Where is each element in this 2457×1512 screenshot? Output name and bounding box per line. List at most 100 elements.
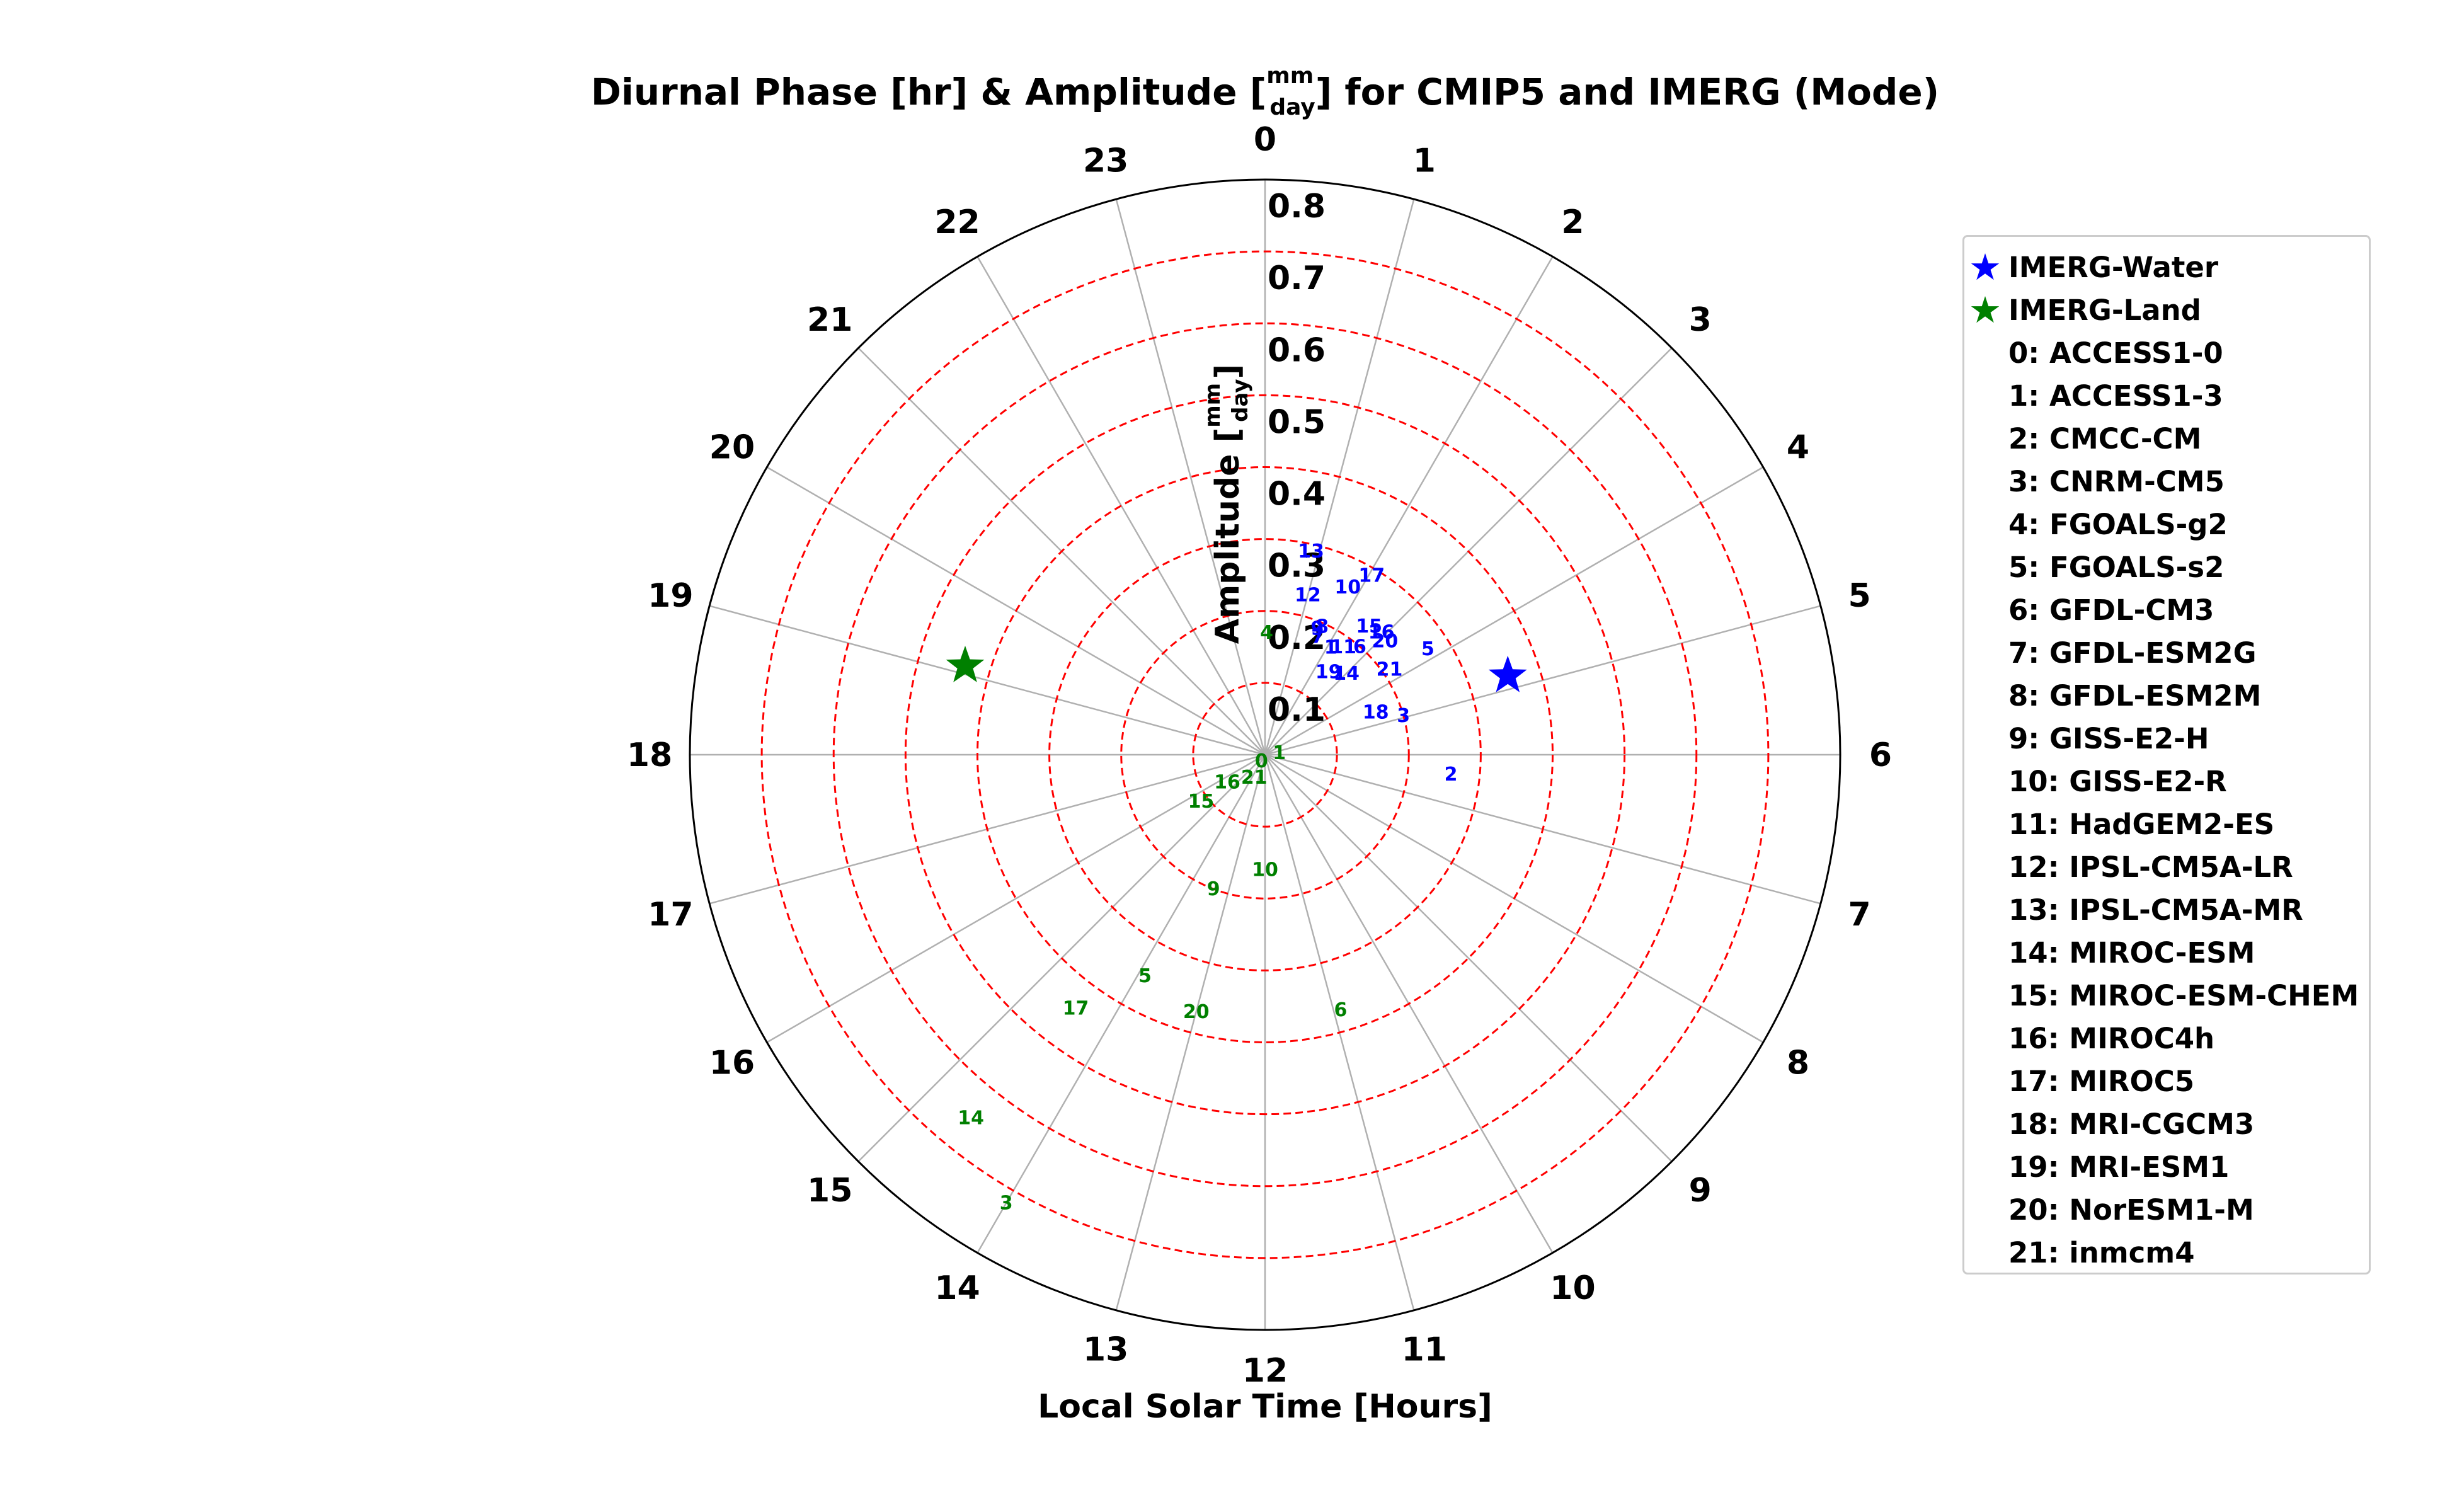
- hour-tick-label: 4: [1787, 429, 1809, 467]
- legend-label: 14: MIROC-ESM: [2008, 936, 2255, 970]
- legend-item-model: 0: ACCESS1-0: [1964, 331, 2223, 374]
- model-point-label: 3: [1000, 1193, 1013, 1215]
- star-marker-icon: ★: [1969, 246, 2002, 289]
- model-point-label: 8: [1315, 616, 1329, 638]
- model-point-label: 13: [1298, 541, 1324, 563]
- hour-tick-label: 14: [934, 1269, 980, 1307]
- radial-grid-ring: [976, 466, 1554, 1043]
- star-marker-icon: ★: [1969, 289, 2002, 331]
- hour-tick-label: 10: [1550, 1269, 1595, 1307]
- legend-label: 7: GFDL-ESM2G: [2008, 636, 2257, 670]
- radial-grid-ring: [904, 394, 1626, 1116]
- y-axis-label: Amplitude [mm day]: [1200, 364, 1253, 644]
- hour-tick-label: 9: [1689, 1172, 1712, 1210]
- hour-tick-label: 7: [1848, 896, 1871, 934]
- model-point-label: 19: [1315, 662, 1342, 684]
- legend-label: 13: IPSL-CM5A-MR: [2008, 893, 2303, 927]
- legend-label: IMERG-Water: [2008, 250, 2219, 284]
- model-point-label: 6: [1353, 636, 1366, 658]
- model-point-label: 20: [1372, 630, 1399, 652]
- hour-tick-label: 13: [1083, 1331, 1128, 1369]
- model-point-label: 1: [1273, 742, 1286, 764]
- model-point-label: 4: [1260, 622, 1273, 644]
- hour-tick-label: 11: [1402, 1331, 1447, 1369]
- legend-item-model: 21: inmcm4: [1964, 1231, 2195, 1274]
- model-point-label: 21: [1241, 767, 1268, 789]
- spoke-line: [709, 605, 1266, 756]
- spoke-line: [1264, 754, 1673, 1162]
- spoke-line: [766, 753, 1266, 1043]
- model-point-label: 10: [1334, 576, 1361, 598]
- model-point-label: 18: [1363, 702, 1389, 724]
- hour-tick-label: 23: [1083, 142, 1128, 180]
- legend-item-model: 1: ACCESS1-3: [1964, 374, 2223, 417]
- model-point-label: 11: [1330, 636, 1356, 658]
- legend-item-model: 18: MRI-CGCM3: [1964, 1102, 2254, 1145]
- spoke-line: [1264, 256, 1554, 755]
- hour-tick-label: 22: [934, 203, 980, 241]
- legend-label: 4: FGOALS-g2: [2008, 507, 2228, 541]
- spoke-line: [1115, 198, 1266, 755]
- hour-tick-label: 19: [648, 577, 693, 615]
- legend-item-model: 6: GFDL-CM3: [1964, 588, 2214, 631]
- legend: ★ IMERG-Water ★ IMERG-Land 0: ACCESS1-0 1…: [1962, 235, 2371, 1274]
- legend-item-model: 3: CNRM-CM5: [1964, 460, 2225, 503]
- radial-tick-label: 0.5: [1268, 403, 1326, 441]
- legend-label: 16: MIROC4h: [2008, 1021, 2215, 1055]
- model-point-label: 15: [1356, 616, 1382, 638]
- model-point-label: 1: [1324, 637, 1337, 659]
- legend-item-imerg-water: ★ IMERG-Water: [1964, 246, 2218, 289]
- legend-item-model: 16: MIROC4h: [1964, 1017, 2214, 1060]
- legend-label: 8: GFDL-ESM2M: [2008, 679, 2262, 713]
- legend-item-model: 13: IPSL-CM5A-MR: [1964, 888, 2303, 931]
- model-point-label: 3: [1397, 705, 1410, 727]
- legend-label: 15: MIROC-ESM-CHEM: [2008, 978, 2359, 1012]
- legend-item-model: 11: HadGEM2-ES: [1964, 803, 2274, 845]
- imerg-water-star-marker: [1488, 655, 1527, 692]
- legend-item-model: 9: GISS-E2-H: [1964, 717, 2209, 760]
- model-point-label: 7: [1311, 626, 1324, 648]
- legend-label: 10: GISS-E2-R: [2008, 764, 2227, 798]
- model-point-label: 5: [1138, 965, 1152, 987]
- radial-grid-ring: [1048, 538, 1482, 971]
- legend-item-model: 14: MIROC-ESM: [1964, 931, 2255, 974]
- legend-item-model: 15: MIROC-ESM-CHEM: [1964, 974, 2359, 1017]
- hour-tick-label: 6: [1869, 736, 1892, 774]
- legend-item-model: 2: CMCC-CM: [1964, 417, 2201, 460]
- model-point-label: 17: [1358, 565, 1385, 587]
- spoke-line: [1264, 605, 1821, 756]
- model-point-label: 14: [958, 1107, 984, 1129]
- legend-item-model: 7: GFDL-ESM2G: [1964, 631, 2257, 674]
- hour-tick-label: 1: [1413, 142, 1436, 180]
- model-point-label: 16: [1214, 772, 1240, 794]
- legend-label: 0: ACCESS1-0: [2008, 336, 2223, 370]
- legend-label: 9: GISS-E2-H: [2008, 721, 2209, 755]
- model-point-label: 21: [1377, 658, 1403, 680]
- legend-label: 20: NorESM1-M: [2008, 1193, 2254, 1227]
- model-point-label: 10: [1252, 859, 1278, 881]
- radial-tick-label: 0.4: [1268, 476, 1326, 513]
- chart-title: Diurnal Phase [hr] & Amplitude [mm day] f…: [591, 63, 1939, 120]
- legend-item-model: 4: FGOALS-g2: [1964, 503, 2228, 546]
- radial-tick-label: 0.7: [1268, 260, 1326, 297]
- legend-item-model: 10: GISS-E2-R: [1964, 760, 2227, 803]
- radial-tick-label: 0.8: [1268, 188, 1326, 226]
- model-point-label: 12: [1295, 584, 1321, 606]
- model-point-label: 6: [1334, 999, 1347, 1021]
- polar-grid: [689, 178, 1841, 1331]
- radial-grid-ring: [760, 250, 1770, 1259]
- radial-grid-ring: [1192, 682, 1338, 828]
- hour-tick-label: 3: [1689, 301, 1712, 339]
- model-point-label: 9: [1311, 618, 1324, 640]
- legend-label: IMERG-Land: [2008, 293, 2201, 327]
- radial-tick-label: 0.3: [1268, 547, 1326, 585]
- model-point-label: 20: [1183, 1001, 1210, 1023]
- hour-tick-label: 21: [807, 301, 852, 339]
- legend-label: 19: MRI-ESM1: [2008, 1150, 2230, 1184]
- hour-tick-label: 15: [807, 1172, 852, 1210]
- legend-label: 12: IPSL-CM5A-LR: [2008, 850, 2293, 884]
- legend-item-model: 5: FGOALS-s2: [1964, 546, 2224, 588]
- legend-label: 6: GFDL-CM3: [2008, 593, 2214, 627]
